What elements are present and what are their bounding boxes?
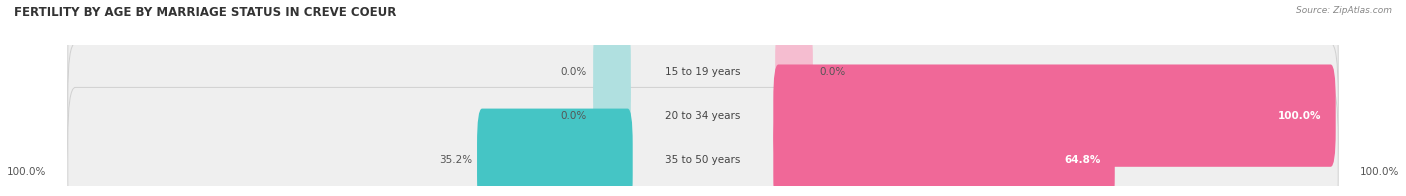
FancyBboxPatch shape	[67, 87, 1339, 196]
FancyBboxPatch shape	[773, 64, 1336, 167]
Text: Source: ZipAtlas.com: Source: ZipAtlas.com	[1296, 6, 1392, 15]
Text: 0.0%: 0.0%	[820, 66, 845, 77]
Text: 35 to 50 years: 35 to 50 years	[665, 155, 741, 165]
FancyBboxPatch shape	[773, 109, 1115, 196]
FancyBboxPatch shape	[67, 0, 1339, 144]
Text: 0.0%: 0.0%	[561, 111, 586, 121]
FancyBboxPatch shape	[593, 78, 631, 154]
Text: 15 to 19 years: 15 to 19 years	[665, 66, 741, 77]
FancyBboxPatch shape	[477, 109, 633, 196]
Text: 0.0%: 0.0%	[561, 66, 586, 77]
Text: 64.8%: 64.8%	[1064, 155, 1101, 165]
FancyBboxPatch shape	[67, 43, 1339, 188]
FancyBboxPatch shape	[593, 34, 631, 109]
Text: 35.2%: 35.2%	[440, 155, 472, 165]
FancyBboxPatch shape	[775, 34, 813, 109]
Text: 100.0%: 100.0%	[1278, 111, 1322, 121]
Text: 100.0%: 100.0%	[7, 167, 46, 178]
Text: 20 to 34 years: 20 to 34 years	[665, 111, 741, 121]
Text: FERTILITY BY AGE BY MARRIAGE STATUS IN CREVE COEUR: FERTILITY BY AGE BY MARRIAGE STATUS IN C…	[14, 6, 396, 19]
Text: 100.0%: 100.0%	[1360, 167, 1399, 178]
